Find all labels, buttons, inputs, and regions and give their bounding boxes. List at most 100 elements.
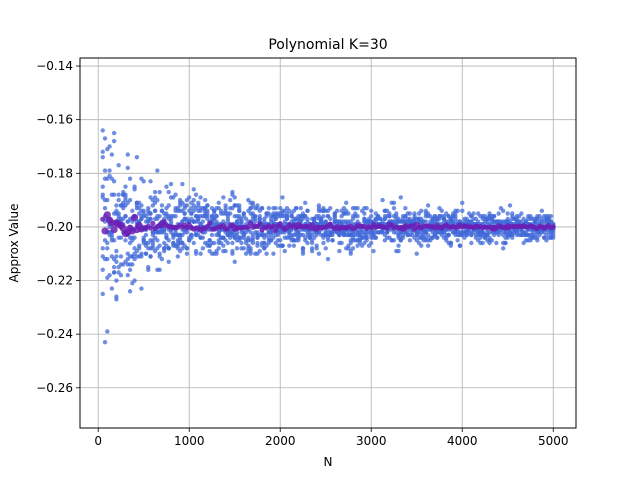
- sample-point: [105, 246, 110, 251]
- sample-point: [457, 243, 463, 248]
- sample-point: [193, 192, 199, 197]
- sample-point: [187, 195, 192, 200]
- sample-point: [125, 152, 130, 157]
- sample-point: [157, 213, 162, 219]
- sample-point: [148, 254, 153, 259]
- sample-point: [114, 278, 119, 283]
- sample-point: [139, 254, 144, 259]
- sample-point: [111, 130, 117, 136]
- sample-point: [330, 238, 335, 243]
- x-axis-label: N: [324, 455, 333, 469]
- sample-point: [489, 238, 495, 243]
- sample-point: [200, 246, 206, 251]
- sample-point: [216, 200, 221, 205]
- sample-point: [111, 192, 117, 197]
- sample-point: [250, 240, 256, 246]
- sample-point: [143, 232, 149, 238]
- sample-point: [237, 205, 242, 211]
- sample-point: [157, 267, 162, 273]
- sample-point: [419, 243, 424, 248]
- sample-point: [111, 264, 117, 270]
- sample-point: [491, 213, 497, 219]
- sample-point: [232, 259, 237, 264]
- sample-point: [350, 246, 356, 251]
- sample-point: [107, 168, 112, 173]
- sample-point: [114, 259, 119, 264]
- sample-point: [164, 184, 169, 189]
- sample-point: [166, 259, 171, 264]
- sample-point: [159, 256, 165, 262]
- sample-point: [314, 243, 319, 248]
- sample-point: [130, 208, 135, 214]
- sample-point: [239, 219, 244, 224]
- sample-point: [105, 256, 110, 262]
- sample-point: [241, 211, 247, 216]
- sample-point: [157, 243, 162, 248]
- mean-point: [110, 225, 118, 234]
- x-axis-ticks: 0 1000 2000 3000 4000 5000: [94, 428, 569, 448]
- sample-point: [173, 213, 178, 219]
- sample-point: [273, 205, 278, 211]
- sample-point: [250, 235, 256, 240]
- sample-point: [403, 205, 408, 211]
- sample-point: [227, 197, 233, 203]
- y-tick-label: −0.18: [36, 166, 73, 180]
- sample-point: [166, 189, 171, 195]
- sample-point: [118, 272, 124, 278]
- mean-point: [309, 222, 315, 228]
- sample-point: [362, 211, 367, 216]
- mean-point: [384, 225, 390, 231]
- sample-point: [155, 238, 160, 243]
- sample-point: [130, 262, 135, 267]
- sample-point: [227, 211, 233, 216]
- sample-point: [105, 240, 110, 246]
- sample-point: [348, 251, 353, 256]
- sample-point: [152, 208, 158, 214]
- sample-point: [259, 205, 265, 211]
- sample-point: [100, 291, 105, 297]
- sample-point: [205, 211, 210, 216]
- sample-point: [305, 208, 310, 214]
- sample-point: [100, 246, 105, 251]
- sample-point: [282, 248, 287, 254]
- sample-point: [396, 248, 401, 254]
- sample-point: [507, 203, 513, 208]
- mean-point: [225, 226, 231, 232]
- sample-point: [214, 213, 219, 219]
- sample-point: [325, 256, 331, 262]
- sample-point: [305, 240, 310, 246]
- sample-point: [139, 203, 144, 208]
- sample-point: [369, 213, 374, 219]
- y-axis-label: Approx Value: [7, 204, 21, 283]
- sample-point: [223, 248, 228, 254]
- sample-point: [166, 246, 171, 251]
- sample-point: [325, 238, 331, 243]
- sample-point: [102, 205, 108, 211]
- x-tick-label: 1000: [174, 434, 205, 448]
- mean-point: [101, 227, 109, 235]
- sample-point: [425, 243, 431, 248]
- sample-point: [300, 248, 306, 254]
- sample-point: [102, 136, 108, 141]
- sample-point: [155, 197, 160, 203]
- chart-title: Polynomial K=30: [268, 37, 387, 53]
- sample-point: [425, 203, 431, 208]
- sample-point: [148, 211, 153, 216]
- sample-point: [116, 197, 121, 203]
- sample-point: [111, 179, 117, 184]
- sample-point: [209, 232, 215, 238]
- mean-point: [550, 224, 556, 230]
- sample-point: [166, 238, 171, 243]
- sample-point: [127, 176, 133, 181]
- sample-point: [123, 238, 128, 243]
- sample-point: [480, 240, 485, 246]
- sample-point: [346, 211, 351, 216]
- x-tick-label: 4000: [447, 434, 478, 448]
- sample-point: [148, 179, 153, 184]
- sample-point: [123, 213, 128, 219]
- plot-frame: [79, 57, 577, 429]
- sample-point: [198, 195, 203, 200]
- sample-point: [280, 195, 285, 200]
- sample-point: [423, 219, 429, 224]
